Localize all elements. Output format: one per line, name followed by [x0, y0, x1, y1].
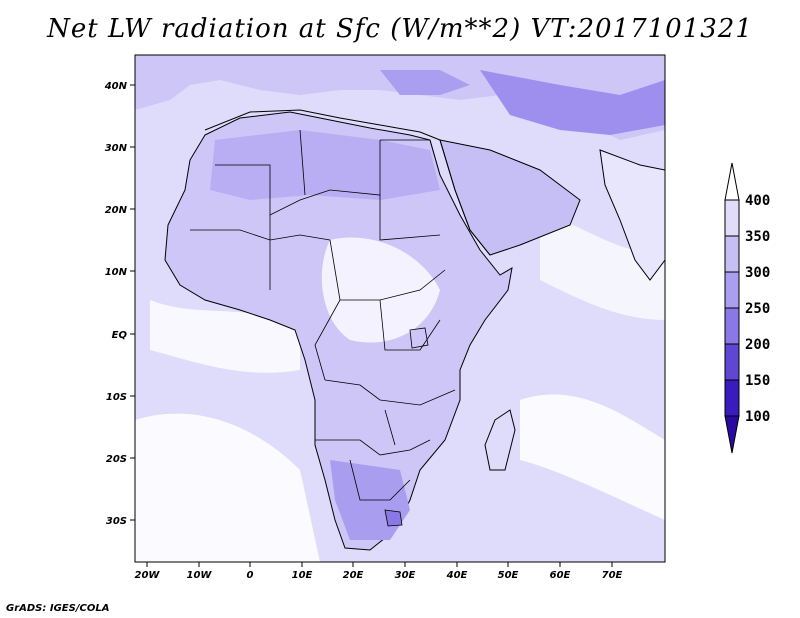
- colorbar-label-300: 300: [745, 265, 770, 281]
- x-tick-20w: 20W: [135, 562, 161, 581]
- svg-text:60E: 60E: [550, 570, 571, 581]
- y-tick-20s: 20S: [106, 454, 135, 465]
- y-tick-10n: 10N: [105, 267, 135, 278]
- cloud-band-south-atlantic: [135, 413, 320, 562]
- colorbar-swatch-350-400: [724, 199, 740, 237]
- y-axis-ticks: 40N 30N 20N 10N EQ 10S 20S 30S: [104, 81, 135, 527]
- colorbar-bottom-arrow: [724, 415, 740, 454]
- svg-text:30S: 30S: [106, 516, 127, 527]
- colorbar-top-arrow: [724, 162, 740, 201]
- x-tick-50e: 50E: [498, 562, 519, 581]
- cloud-band-arabian-sea: [540, 210, 665, 320]
- x-tick-30e: 30E: [395, 562, 416, 581]
- x-tick-10e: 10E: [292, 562, 313, 581]
- svg-text:30N: 30N: [105, 143, 128, 154]
- x-tick-0: 0: [247, 562, 254, 581]
- svg-text:0: 0: [247, 570, 254, 581]
- colorbar-swatch-200-250: [724, 307, 740, 345]
- y-tick-eq: EQ: [112, 330, 135, 341]
- svg-text:20E: 20E: [343, 570, 364, 581]
- svg-text:40E: 40E: [446, 570, 468, 581]
- anatolia-highland: [380, 70, 470, 95]
- svg-text:20W: 20W: [135, 570, 161, 581]
- iran-highland: [480, 70, 665, 135]
- x-tick-40e: 40E: [446, 562, 468, 581]
- y-tick-10s: 10S: [106, 392, 135, 403]
- colorbar-label-100: 100: [745, 409, 770, 425]
- svg-text:10E: 10E: [292, 570, 313, 581]
- svg-text:10W: 10W: [187, 570, 213, 581]
- red-sea-coast: [439, 139, 491, 256]
- colorbar-label-250: 250: [745, 301, 770, 317]
- x-axis-ticks: 20W 10W 0 10E 20E 30E 40E 50E: [135, 562, 623, 581]
- madagascar: [484, 409, 516, 471]
- central-africa-cloud: [321, 237, 440, 343]
- svg-text:20N: 20N: [105, 205, 128, 216]
- x-tick-70e: 70E: [602, 562, 623, 581]
- svg-text:50E: 50E: [498, 570, 519, 581]
- lesotho-highland: [384, 509, 403, 527]
- svg-text:40N: 40N: [104, 81, 128, 92]
- svg-text:20S: 20S: [106, 454, 127, 465]
- x-tick-20e: 20E: [343, 562, 364, 581]
- svg-text:EQ: EQ: [112, 330, 128, 341]
- colorbar-swatch-150-200: [724, 343, 740, 381]
- y-tick-20n: 20N: [105, 205, 135, 216]
- colorbar-label-150: 150: [745, 373, 770, 389]
- india-subcontinent: [599, 149, 665, 281]
- colorbar-swatch-100-150: [724, 379, 740, 417]
- svg-text:70E: 70E: [602, 570, 623, 581]
- eurasia-north: [135, 55, 665, 140]
- colorbar-label-400: 400: [745, 193, 770, 209]
- map-panel: [135, 55, 665, 562]
- cloud-band-indian-ocean: [520, 394, 665, 520]
- y-tick-40n: 40N: [104, 81, 135, 92]
- x-tick-10w: 10W: [187, 562, 213, 581]
- sahara-desert: [210, 130, 440, 200]
- colorbar-swatch-250-300: [724, 271, 740, 309]
- svg-text:30E: 30E: [395, 570, 416, 581]
- mediterranean-coast: [204, 109, 441, 141]
- colorbar: 400 350 300 250 200 150 100: [724, 162, 770, 454]
- grads-credit: GrADS: IGES/COLA: [6, 603, 110, 614]
- country-borders: [190, 129, 456, 501]
- colorbar-label-200: 200: [745, 337, 770, 353]
- svg-text:10N: 10N: [105, 267, 128, 278]
- page-title: Net LW radiation at Sfc (W/m**2) VT:2017…: [47, 14, 753, 44]
- x-tick-60e: 60E: [550, 562, 571, 581]
- y-tick-30n: 30N: [105, 143, 135, 154]
- map-frame: [134, 54, 666, 563]
- colorbar-swatch-300-350: [724, 235, 740, 273]
- y-tick-30s: 30S: [106, 516, 135, 527]
- svg-text:10S: 10S: [106, 392, 127, 403]
- cloud-band-gulf-guinea: [150, 300, 300, 373]
- colorbar-label-350: 350: [745, 229, 770, 245]
- lake-victoria: [409, 327, 429, 349]
